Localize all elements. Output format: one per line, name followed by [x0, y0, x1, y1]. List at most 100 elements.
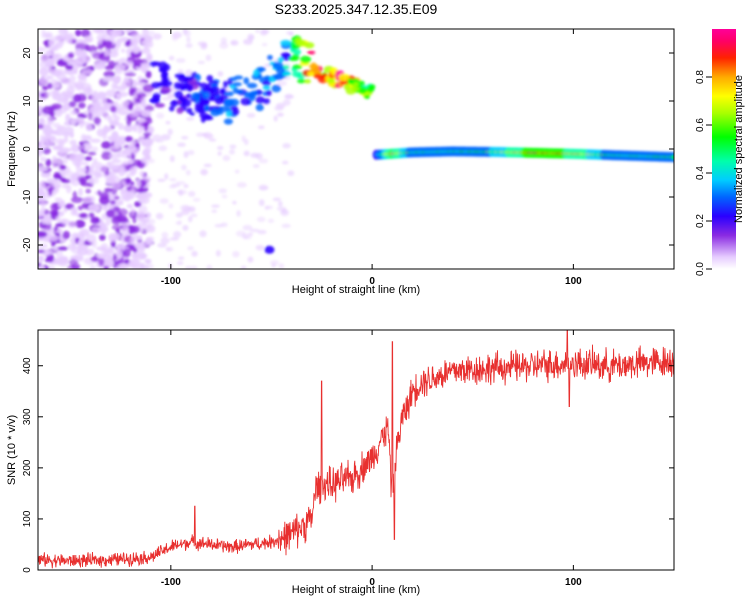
heatmap-cell: [87, 111, 93, 121]
heatmap-cell: [133, 102, 142, 109]
heatmap-cell: [38, 46, 46, 52]
heatmap-cell: [199, 230, 207, 238]
heatmap-cell: [221, 194, 228, 199]
heatmap-cell: [52, 122, 61, 129]
heatmap-cell: [211, 209, 218, 213]
heatmap-cell: [51, 181, 62, 187]
heatmap-cell: [53, 70, 62, 77]
heatmap-cell: [155, 212, 164, 220]
y-tick-label: 0: [22, 146, 33, 152]
heatmap-cell: [215, 249, 221, 257]
colorbar-gradient: [712, 29, 736, 269]
heatmap-cell: [277, 112, 284, 117]
heatmap-cell: [38, 181, 46, 191]
heatmap-cell: [57, 246, 69, 251]
heatmap-cell: [143, 132, 151, 137]
heatmap-cell: [230, 40, 239, 46]
heatmap-cell: [156, 112, 165, 119]
heatmap-cell: [71, 174, 77, 181]
heatmap-cell: [85, 188, 92, 194]
heatmap-cell: [234, 169, 240, 174]
heatmap-cell: [59, 150, 67, 155]
heatmap-cell: [248, 93, 256, 102]
heatmap-cell: [296, 39, 306, 47]
heatmap-cell: [177, 142, 186, 147]
heatmap-cell: [115, 63, 126, 71]
heatmap-cell: [158, 66, 168, 73]
heatmap-cell: [38, 77, 50, 86]
heatmap-cell: [272, 61, 284, 70]
heatmap-cell: [187, 246, 194, 251]
heatmap-cell: [111, 159, 122, 164]
spectrogram-y-ticks: 20 10 0 -10 -20: [22, 47, 674, 252]
heatmap-cell: [124, 29, 133, 33]
heatmap-cell: [175, 181, 186, 185]
heatmap-cell: [273, 115, 278, 122]
heatmap-cell: [117, 218, 129, 224]
heatmap-cell: [132, 79, 137, 88]
heatmap-cell: [282, 99, 291, 106]
heatmap-cell: [72, 191, 78, 199]
heatmap-cell: [164, 173, 169, 180]
x-tick-label: 0: [369, 276, 375, 287]
heatmap-cell: [236, 182, 247, 188]
heatmap-cell: [136, 187, 145, 194]
heatmap-cell: [72, 94, 82, 103]
x-tick-label: -100: [161, 276, 181, 287]
heatmap-cell: [100, 164, 108, 173]
heatmap-cell: [189, 111, 196, 117]
colorbar-tick-label: 0.2: [695, 214, 706, 228]
heatmap-cell: [345, 87, 356, 95]
heatmap-cell: [247, 232, 253, 237]
snr-y-label: SNR (10 * v/v): [6, 415, 18, 485]
heatmap-cell: [293, 49, 302, 55]
heatmap-cell: [216, 110, 224, 115]
heatmap-cell: [232, 82, 242, 87]
colorbar: 0.0 0.2 0.4 0.6 0.8 Normalized spectral ampl…: [695, 29, 745, 276]
heatmap-cell: [127, 263, 136, 268]
heatmap-cell: [145, 218, 156, 225]
heatmap-cell: [133, 34, 139, 42]
heatmap-cell: [128, 110, 139, 118]
heatmap-cell: [129, 140, 136, 147]
heatmap-cell: [64, 126, 74, 135]
heatmap-cell: [121, 101, 130, 107]
heatmap-cell: [177, 69, 184, 75]
heatmap-cell: [255, 103, 264, 112]
heatmap-cell: [70, 196, 83, 204]
heatmap-cell: [327, 78, 335, 84]
heatmap-cell: [116, 91, 129, 98]
heatmap-cell: [93, 63, 106, 70]
heatmap-cell: [287, 170, 295, 177]
heatmap-cell: [70, 109, 77, 116]
heatmap-cell: [161, 97, 172, 101]
heatmap-cell: [77, 205, 84, 211]
heatmap-cell: [201, 91, 210, 100]
heatmap-cell: [265, 89, 272, 97]
heatmap-cell: [141, 47, 151, 55]
heatmap-cell: [271, 84, 282, 93]
heatmap-cell: [185, 43, 193, 48]
heatmap-cell: [149, 97, 161, 104]
colorbar-label: Normalized spectral amplitude: [733, 75, 745, 223]
heatmap-cell: [243, 150, 250, 157]
heatmap-cell: [217, 145, 224, 150]
heatmap-cell: [38, 231, 48, 238]
heatmap-cell: [138, 195, 147, 203]
heatmap-cell: [217, 151, 222, 156]
heatmap-cell: [82, 142, 93, 152]
heatmap-cell: [232, 87, 239, 94]
heatmap-cell: [168, 203, 174, 209]
heatmap-cell: [98, 257, 105, 267]
heatmap-cell: [220, 222, 228, 228]
heatmap-cell: [222, 80, 228, 89]
heatmap-cell: [114, 195, 120, 200]
heatmap-cell: [165, 121, 171, 125]
heatmap-cell: [139, 179, 147, 187]
heatmap-cell: [313, 73, 324, 79]
heatmap-cell: [117, 111, 130, 116]
x-tick-label: 0: [369, 577, 375, 588]
heatmap-cell: [218, 188, 227, 194]
heatmap-cell: [70, 144, 81, 153]
